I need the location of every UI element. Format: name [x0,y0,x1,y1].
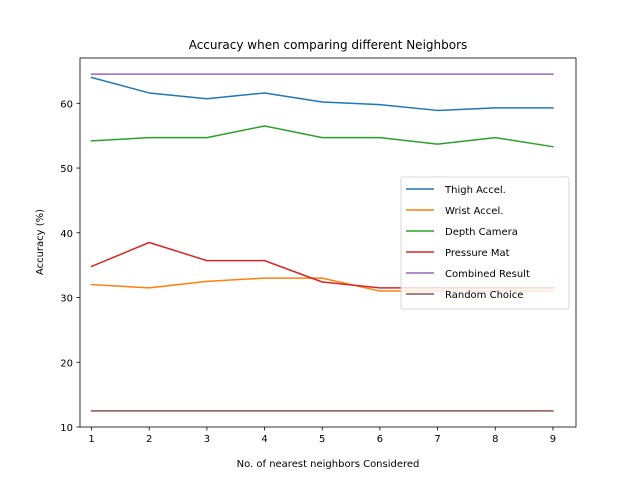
legend-label: Random Choice [445,290,523,301]
x-tick-label: 5 [319,434,325,445]
x-tick-label: 7 [434,434,440,445]
axes-frame [79,57,577,428]
x-tick-label: 1 [88,434,94,445]
legend-label: Combined Result [445,269,530,280]
series-line-0 [90,76,554,112]
x-tick-label: 3 [204,434,210,445]
y-axis-label: Accuracy (%) [35,209,46,275]
legend-label: Thigh Accel. [444,185,506,196]
y-tick-label: 20 [60,358,73,369]
y-tick-label: 10 [60,423,73,434]
x-tick-label: 9 [550,434,556,445]
x-tick-label: 8 [492,434,498,445]
legend-label: Wrist Accel. [445,206,503,217]
x-tick-label: 2 [146,434,152,445]
legend: Thigh Accel. Wrist Accel. Depth Camera Pres… [400,176,570,310]
legend-label: Pressure Mat [445,248,510,259]
x-tick-label: 6 [377,434,383,445]
y-tick-label: 40 [60,229,73,240]
x-tick-label: 4 [261,434,267,445]
chart-title: Accuracy when comparing different Neighb… [189,38,468,52]
x-axis-label: No. of nearest neighbors Considered [237,459,420,470]
series-line-2 [90,125,554,148]
y-tick-label: 30 [60,294,73,305]
legend-label: Depth Camera [445,227,518,238]
plot-area: 1 2 3 4 5 6 7 8 9 10 20 30 40 50 60 [60,57,577,445]
legend-box [400,176,570,310]
y-tick-label: 60 [60,99,73,110]
y-tick-label: 50 [60,164,73,175]
